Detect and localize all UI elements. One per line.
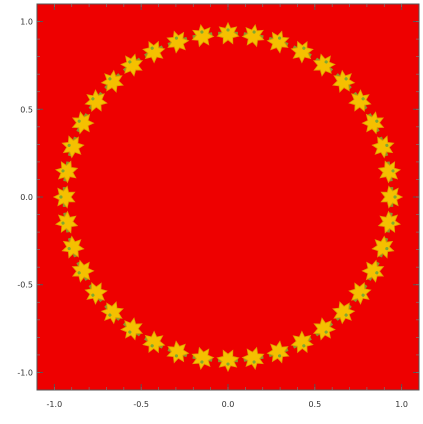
- ring-lobe: [332, 69, 356, 93]
- ring-lobe: [361, 259, 385, 283]
- ring-lobe: [377, 210, 401, 234]
- ring-lobe: [241, 24, 265, 48]
- ring-lobe: [312, 53, 336, 77]
- ring-lobe: [380, 185, 404, 209]
- ring-lobe: [55, 210, 79, 234]
- ring-lobe: [142, 40, 166, 64]
- ring-lobe: [166, 30, 190, 54]
- ring-lobe: [348, 89, 372, 113]
- ring-lobe: [120, 317, 144, 341]
- ring-lobe: [142, 330, 166, 354]
- ring-lobe: [266, 340, 290, 364]
- ring-lobe: [191, 346, 215, 370]
- ring-lobe: [361, 111, 385, 135]
- ring-lobe: [84, 281, 108, 305]
- ring-lobe: [377, 160, 401, 184]
- y-tick-label: 1.0: [20, 18, 33, 27]
- ring-lobe: [100, 301, 124, 325]
- x-tick-label: -0.5: [133, 400, 149, 409]
- ring-lobe: [266, 30, 290, 54]
- y-tick-label: 0.5: [20, 105, 33, 114]
- ring-lobe: [71, 111, 95, 135]
- ring-lobe: [191, 24, 215, 48]
- y-tick-label: 0.0: [20, 193, 33, 202]
- ring-lobe: [55, 160, 79, 184]
- ring-lobe: [332, 301, 356, 325]
- ring-lobe: [52, 185, 76, 209]
- ring-lobe: [120, 53, 144, 77]
- background-field: [37, 4, 419, 390]
- y-tick-label: -1.0: [17, 368, 33, 377]
- x-tick-label: 1.0: [395, 400, 408, 409]
- ring-lobe: [241, 346, 265, 370]
- ring-lobe: [371, 135, 395, 159]
- ring-lobe: [312, 317, 336, 341]
- x-tick-label: 0.5: [308, 400, 321, 409]
- plot-area: [37, 4, 419, 390]
- fractal-ring: [52, 21, 404, 373]
- ring-lobe: [61, 235, 85, 259]
- ring-lobe: [216, 21, 240, 45]
- y-tick-label: -0.5: [17, 281, 33, 290]
- ring-lobe: [166, 340, 190, 364]
- ring-lobe: [100, 69, 124, 93]
- ring-lobe: [84, 89, 108, 113]
- ring-lobe: [61, 135, 85, 159]
- ring-lobe: [290, 330, 314, 354]
- x-tick-label: 0.0: [222, 400, 235, 409]
- ring-lobe: [348, 281, 372, 305]
- ring-lobe: [290, 40, 314, 64]
- x-tick-label: -1.0: [47, 400, 63, 409]
- ring-lobe: [371, 235, 395, 259]
- axes: -1.0 -0.5 0.0 0.5 1.0 1.0 0.5 0.0 -0.5 -1.0: [17, 3, 420, 409]
- ring-lobe: [216, 349, 240, 373]
- ring-lobe: [71, 259, 95, 283]
